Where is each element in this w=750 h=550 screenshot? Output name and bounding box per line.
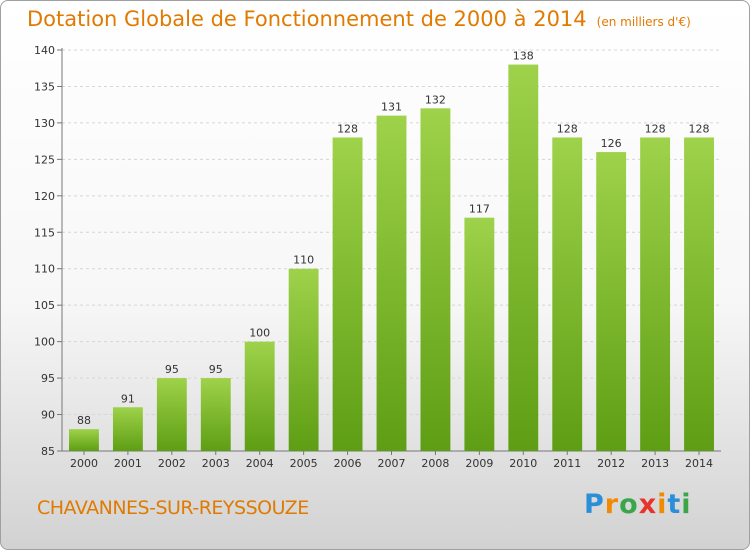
value-label: 131 — [381, 101, 402, 114]
y-tick-label: 130 — [34, 117, 55, 130]
bar-2009 — [464, 217, 495, 451]
x-tick-label: 2007 — [378, 457, 406, 470]
y-tick-label: 115 — [34, 226, 55, 239]
x-tick-label: 2011 — [553, 457, 581, 470]
chart-unit: (en milliers d'€) — [596, 15, 691, 29]
logo-letter: i — [681, 489, 692, 520]
x-tick-label: 2010 — [509, 457, 537, 470]
value-label: 91 — [121, 392, 135, 405]
value-label: 128 — [557, 122, 578, 135]
y-tick-label: 85 — [41, 445, 55, 458]
y-tick-label: 95 — [41, 372, 55, 385]
bar-2005 — [288, 268, 319, 451]
x-tick-label: 2013 — [641, 457, 669, 470]
logo-letter: P — [584, 489, 605, 520]
bar-2008 — [420, 108, 451, 451]
value-label: 88 — [77, 414, 91, 427]
chart-title: Dotation Globale de Fonctionnement de 20… — [27, 7, 691, 31]
y-tick-label: 100 — [34, 336, 55, 349]
value-labels: 88 91 95 95 100 110 128 131 132 117 138 128 126 128 12… — [77, 50, 710, 428]
x-tick-labels: 2000 2001 2002 2003 2004 2005 2006 2007 2008 2009… — [70, 457, 713, 470]
value-label: 110 — [293, 254, 314, 267]
bar-2013 — [640, 137, 671, 451]
bar-2014 — [684, 137, 714, 451]
town-name: CHAVANNES-SUR-REYSSOUZE — [37, 497, 309, 519]
chart-title-text: Dotation Globale de Fonctionnement de 20… — [27, 7, 587, 31]
y-tick-label: 125 — [34, 153, 55, 166]
value-label: 138 — [513, 50, 534, 63]
y-tick-label: 110 — [34, 263, 55, 276]
bar-2011 — [552, 137, 583, 451]
y-tick-label: 135 — [34, 80, 55, 93]
bar-2000 — [69, 429, 99, 451]
bar-2010 — [508, 64, 539, 451]
logo-letter: i — [657, 489, 668, 520]
y-tick-label: 90 — [41, 409, 55, 422]
value-label: 95 — [209, 363, 223, 376]
proxiti-logo: Proxiti — [584, 489, 692, 520]
bar-2007 — [376, 115, 407, 452]
x-tick-label: 2004 — [246, 457, 274, 470]
value-label: 95 — [165, 363, 179, 376]
value-label: 117 — [469, 203, 490, 216]
value-label: 126 — [601, 137, 622, 150]
x-tick-label: 2009 — [465, 457, 493, 470]
y-tick-label: 140 — [34, 44, 55, 57]
value-label: 128 — [689, 122, 710, 135]
bar-2012 — [596, 152, 627, 451]
logo-letter: t — [667, 489, 682, 520]
value-label: 132 — [425, 93, 446, 106]
x-tick-label: 2001 — [114, 457, 142, 470]
bar-2006 — [332, 137, 363, 451]
logo-letter: r — [604, 489, 620, 520]
x-tick-label: 2012 — [597, 457, 625, 470]
y-tick-label: 120 — [34, 190, 55, 203]
x-tick-label: 2003 — [202, 457, 230, 470]
x-tick-label: 2008 — [421, 457, 449, 470]
bar-2002 — [156, 378, 187, 451]
x-tick-label: 2002 — [158, 457, 186, 470]
bar-2001 — [112, 407, 143, 451]
x-tick-label: 2000 — [70, 457, 98, 470]
x-tick-label: 2006 — [334, 457, 362, 470]
value-label: 128 — [645, 122, 666, 135]
y-tick-labels: 85 90 95 100 105 110 115 120 125 130 135 140 — [34, 44, 55, 458]
value-label: 128 — [337, 122, 358, 135]
bar-2004 — [244, 341, 275, 451]
value-label: 100 — [249, 327, 270, 340]
bar-2003 — [200, 378, 231, 451]
x-tick-label: 2005 — [290, 457, 318, 470]
y-tick-label: 105 — [34, 299, 55, 312]
x-tick-label: 2014 — [685, 457, 713, 470]
logo-letter: x — [638, 489, 658, 520]
logo-letter: o — [619, 489, 639, 520]
bars — [69, 64, 714, 452]
